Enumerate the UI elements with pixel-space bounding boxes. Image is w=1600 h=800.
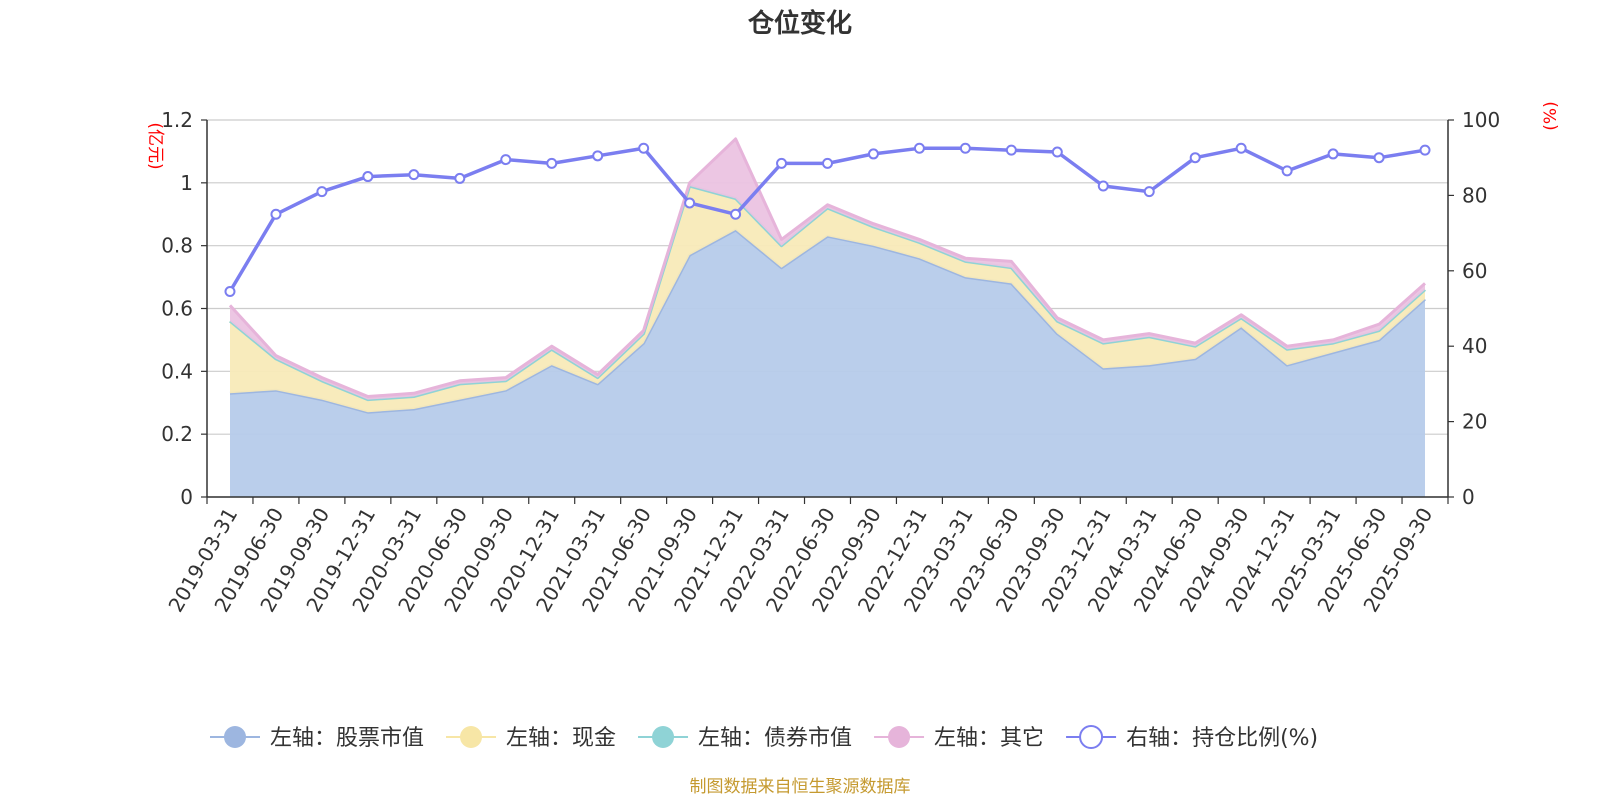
left-axis-unit: (亿元) [145, 122, 165, 169]
ratio-point [546, 157, 558, 169]
right-tick-label: 60 [1462, 259, 1487, 283]
right-tick-label: 40 [1462, 334, 1487, 358]
ratio-point [1051, 146, 1063, 158]
ratio-point [776, 157, 788, 169]
ratio-point [592, 150, 604, 162]
left-tick-label: 0.6 [161, 297, 193, 321]
ratio-point [1005, 144, 1017, 156]
legend-marker-1 [460, 726, 483, 748]
ratio-point [1419, 144, 1431, 156]
legend-marker-0 [224, 726, 246, 748]
right-tick-label: 0 [1462, 485, 1475, 509]
right-tick-label: 20 [1462, 410, 1487, 434]
ratio-point [1281, 165, 1293, 177]
ratio-point [224, 286, 236, 298]
ratio-point [1189, 152, 1201, 164]
legend-marker-3 [888, 726, 911, 748]
stacked-areas [228, 137, 1426, 497]
right-axis-unit: (%) [1541, 101, 1561, 130]
left-tick-label: 1.2 [161, 108, 193, 132]
ratio-point [500, 154, 512, 166]
left-tick-label: 0.4 [161, 359, 193, 383]
ratio-point [454, 172, 466, 184]
left-tick-label: 0.8 [161, 234, 193, 258]
legend-label-1: 左轴：现金 [506, 726, 616, 751]
area-series-line-3 [228, 137, 1426, 398]
ratio-point [1235, 142, 1247, 154]
legend: 左轴：股票市值 左轴：现金 左轴：债券市值 左轴：其它 右轴：持仓比例(%) [210, 725, 1318, 751]
legend-label-4: 右轴：持仓比例(%) [1126, 726, 1318, 751]
legend-label-2: 左轴：债券市值 [698, 726, 852, 751]
ratio-point [1143, 186, 1155, 198]
chart-title: 仓位变化 [747, 8, 852, 39]
ratio-point [638, 142, 650, 154]
ratio-point [1327, 148, 1339, 160]
ratio-point [316, 186, 328, 198]
ratio-point [730, 208, 742, 220]
ratio-point [1097, 180, 1109, 192]
right-tick-label: 80 [1462, 183, 1487, 207]
area-series-1 [230, 186, 1425, 413]
ratio-point [1373, 152, 1385, 164]
footer-source: 制图数据来自恒生聚源数据库 [690, 777, 911, 797]
ratio-line [224, 142, 1431, 298]
ratio-point [270, 208, 282, 220]
ratio-point [867, 148, 879, 160]
area-series-0 [230, 230, 1425, 497]
legend-label-0: 左轴：股票市值 [270, 726, 424, 751]
legend-label-3: 左轴：其它 [934, 726, 1044, 751]
legend-marker-4 [1079, 725, 1104, 749]
legend-marker-2 [652, 726, 675, 748]
ratio-point [822, 157, 833, 169]
ratio-point [684, 197, 696, 209]
right-tick-label: 100 [1462, 108, 1500, 132]
left-tick-label: 1 [180, 171, 193, 195]
ratio-point [959, 142, 971, 154]
ratio-point [408, 169, 420, 181]
ratio-point [913, 142, 925, 154]
left-tick-label: 0.2 [161, 422, 193, 446]
left-tick-label: 0 [180, 485, 193, 509]
ratio-point [362, 171, 374, 183]
